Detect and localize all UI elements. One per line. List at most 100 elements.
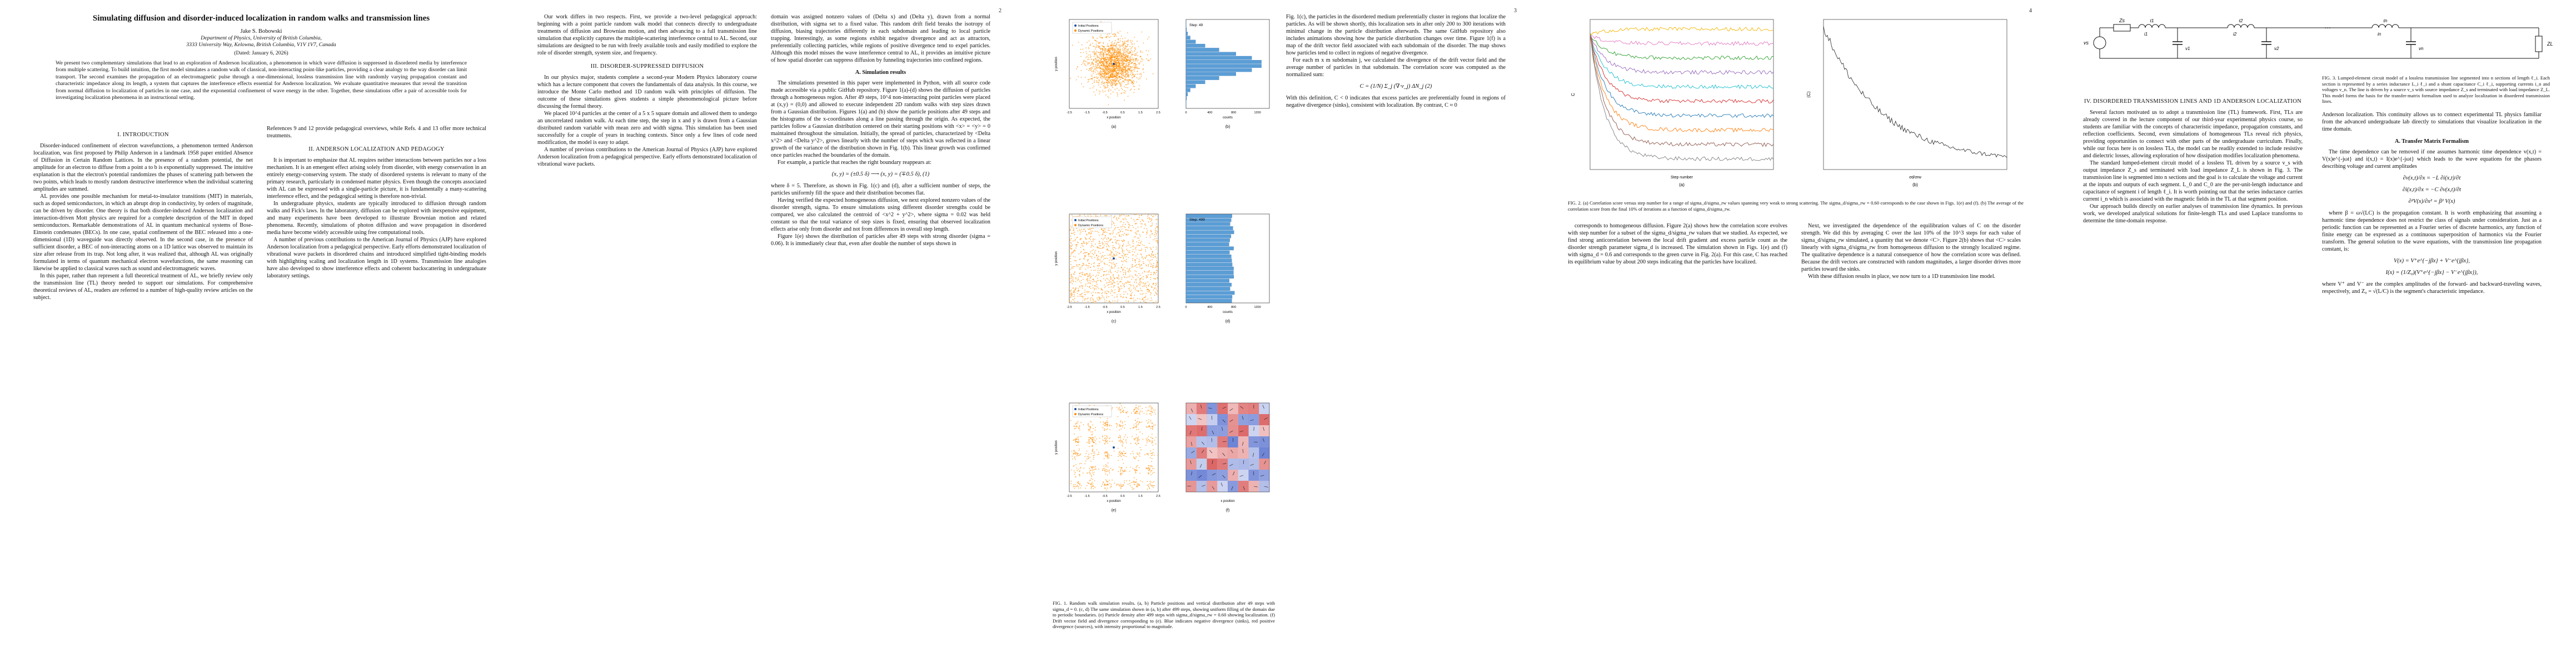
particle-point <box>1144 223 1146 225</box>
particle-point <box>1142 278 1144 280</box>
particle-point <box>1123 57 1124 59</box>
particle-point <box>1126 49 1128 51</box>
histogram-bar <box>1185 84 1196 88</box>
particle-point <box>1113 72 1114 74</box>
particle-point <box>1157 277 1158 279</box>
particle-point <box>1123 62 1124 63</box>
particle-point <box>1092 466 1094 467</box>
particle-point <box>1122 53 1123 54</box>
particle-point <box>1154 485 1155 486</box>
particle-point <box>1109 469 1110 471</box>
particle-point <box>1103 85 1104 87</box>
particle-point <box>1101 78 1103 79</box>
particle-point <box>1151 253 1153 255</box>
particle-point <box>1154 213 1155 215</box>
particle-point <box>1119 435 1120 436</box>
particle-point <box>1124 41 1125 42</box>
particle-point <box>1117 49 1118 51</box>
particle-point <box>1080 251 1082 252</box>
particle-point <box>1124 270 1126 271</box>
particle-point <box>1072 298 1073 300</box>
particle-point <box>1104 60 1105 62</box>
particle-point <box>1139 280 1140 281</box>
particle-point <box>1124 469 1126 471</box>
particle-point <box>1107 69 1108 71</box>
particle-point <box>1110 467 1112 469</box>
particle-point <box>1116 484 1118 485</box>
particle-point <box>1099 270 1100 271</box>
particle-point <box>1092 278 1093 280</box>
particle-point <box>1135 246 1137 248</box>
particle-point <box>1128 251 1129 253</box>
particle-point <box>1117 56 1118 58</box>
particle-point <box>1093 279 1094 281</box>
particle-point <box>1123 44 1124 46</box>
particle-point <box>1125 61 1127 62</box>
particle-point <box>1150 409 1152 411</box>
particle-point <box>1099 67 1100 68</box>
particle-point <box>1130 42 1132 43</box>
particle-point <box>1074 486 1075 487</box>
particle-point <box>1098 265 1100 266</box>
particle-point <box>1138 429 1139 430</box>
particle-point <box>1139 245 1141 246</box>
particle-point <box>1099 298 1100 299</box>
particle-point <box>1102 48 1104 49</box>
particle-point <box>1094 46 1095 47</box>
particle-point <box>1122 251 1123 252</box>
particle-point <box>1118 288 1119 290</box>
particle-point <box>1071 293 1073 295</box>
particle-point <box>1107 244 1108 245</box>
particle-point <box>1109 482 1110 484</box>
particle-point <box>1098 300 1099 301</box>
particle-point <box>1071 275 1072 277</box>
particle-point <box>1108 59 1110 61</box>
particle-point <box>1150 466 1152 467</box>
particle-point <box>1075 439 1077 440</box>
particle-point <box>1132 40 1133 42</box>
particle-point <box>1138 283 1139 285</box>
paragraph: A number of previous contributions to th… <box>537 147 757 167</box>
particle-point <box>1089 64 1091 66</box>
particle-point <box>1107 481 1108 482</box>
particle-point <box>1096 59 1098 61</box>
particle-point <box>1132 241 1133 242</box>
particle-point <box>1137 219 1139 220</box>
particle-point <box>1153 283 1154 285</box>
particle-point <box>1136 233 1138 235</box>
particle-point <box>1093 471 1095 473</box>
particle-point <box>1138 436 1139 438</box>
particle-point <box>1108 46 1109 47</box>
particle-point <box>1088 446 1090 447</box>
particle-point <box>1088 437 1089 439</box>
particle-point <box>1092 449 1094 450</box>
particle-point <box>1107 452 1108 454</box>
particle-point <box>1124 480 1125 481</box>
particle-point <box>1076 467 1077 469</box>
particle-point <box>1095 243 1096 245</box>
particle-point <box>1079 276 1080 277</box>
particle-point <box>1119 253 1120 255</box>
particle-point <box>1119 234 1120 236</box>
particle-point <box>1111 253 1112 255</box>
particle-point <box>1095 69 1097 71</box>
particle-point <box>1069 301 1070 302</box>
particle-point <box>1106 293 1108 295</box>
particle-point <box>1129 480 1130 481</box>
particle-point <box>1109 487 1111 489</box>
particle-point <box>1133 60 1134 62</box>
particle-point <box>1117 72 1118 73</box>
particle-point <box>1082 245 1083 246</box>
particle-point <box>1069 256 1071 257</box>
particle-point <box>1150 248 1152 250</box>
particle-point <box>1077 421 1079 422</box>
particle-point <box>1087 279 1088 281</box>
particle-point <box>1139 414 1140 415</box>
particle-point <box>1109 51 1110 52</box>
particle-point <box>1085 264 1087 266</box>
particle-point <box>1074 250 1075 251</box>
particle-point <box>1092 295 1093 296</box>
particle-point <box>1083 467 1085 469</box>
particle-point <box>1118 51 1119 52</box>
